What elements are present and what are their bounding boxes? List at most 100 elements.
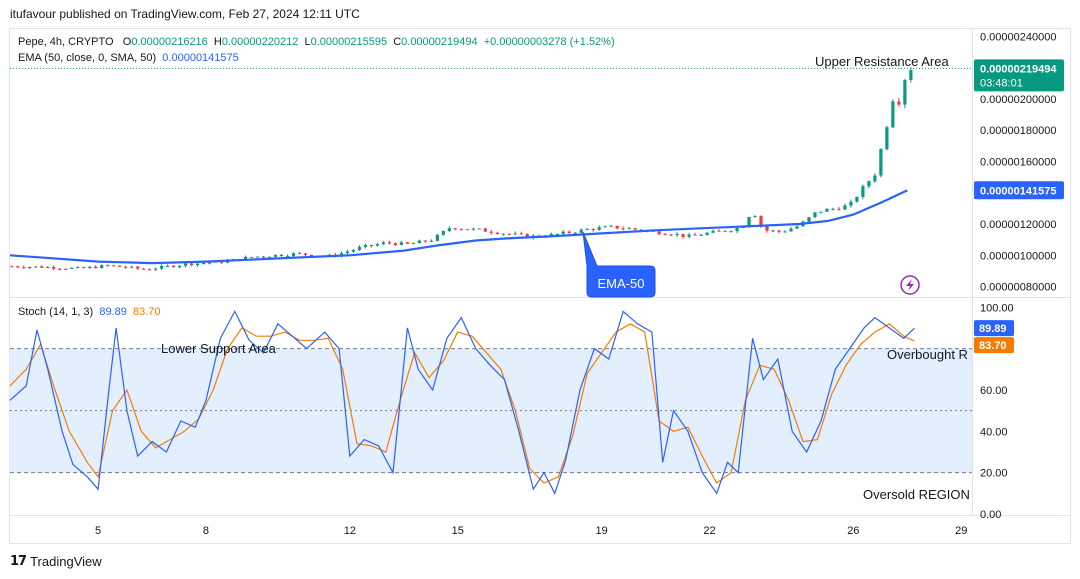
candle-body [136, 266, 140, 269]
candle-body [190, 263, 194, 266]
candle-body [423, 240, 427, 242]
candle-body [405, 242, 409, 244]
candle-body [387, 242, 392, 244]
candle-body [273, 254, 278, 257]
candle-body [831, 208, 835, 210]
symbol-label: Pepe, 4h, CRYPTO [18, 36, 114, 48]
chart-frame [9, 28, 1071, 544]
candle-body [849, 201, 853, 206]
candle-body [789, 228, 793, 232]
candle-body [513, 233, 517, 235]
candle-body [172, 265, 176, 268]
candle-body [753, 215, 757, 218]
ema-legend[interactable]: EMA (50, close, 0, SMA, 50) 0.0000014157… [18, 52, 239, 64]
candle-body [591, 228, 595, 230]
price-tick-label: 0.00000100000 [980, 250, 1056, 262]
lightning-icon [900, 275, 920, 295]
candle-body [196, 263, 200, 266]
time-tick-label: 8 [203, 525, 209, 537]
stoch-k-badge [974, 320, 1014, 337]
candle-body [393, 243, 397, 246]
candle-body [657, 231, 661, 235]
candle-body [747, 217, 751, 227]
price-tick-label: 0.00000200000 [980, 94, 1056, 106]
candle-body [207, 262, 212, 264]
brand-label[interactable]: TradingView [30, 553, 102, 569]
candle-body [897, 101, 901, 105]
candle-body [46, 267, 50, 269]
candle-body [351, 249, 356, 252]
last-price-label: 0.00000219494 [980, 63, 1057, 75]
price-tick-label: 0.00000120000 [980, 219, 1056, 231]
stoch-d-value: 83.70 [133, 306, 161, 318]
countdown-label: 03:48:01 [980, 77, 1023, 89]
candle-body [285, 255, 290, 257]
stoch-tick-label: 0.00 [980, 509, 1001, 521]
stoch-d-badge-label: 83.70 [979, 340, 1007, 352]
candle-body [909, 70, 913, 81]
candle-body [717, 230, 721, 232]
oversold-annotation: Oversold REGION [863, 487, 970, 502]
footer: 𝟭𝟳 TradingView [10, 553, 102, 569]
candle-body [118, 265, 122, 267]
publisher-header: itufavour published on TradingView.com, … [10, 7, 360, 21]
candle-body [399, 242, 403, 246]
stoch-legend[interactable]: Stoch (14, 1, 3) 89.89 83.70 [18, 306, 161, 318]
time-tick-label: 26 [847, 525, 859, 537]
candle-body [88, 266, 92, 269]
candle-body [705, 232, 709, 235]
ema-callout-shape [582, 231, 656, 298]
candle-body [777, 230, 781, 232]
candle-body [303, 253, 308, 255]
candle-body [873, 175, 877, 182]
candle-body [381, 242, 386, 245]
stoch-d-badge [974, 337, 1014, 354]
candle-body [495, 232, 499, 235]
candle-body [417, 240, 421, 244]
candle-body [201, 263, 206, 265]
candle-body [885, 127, 889, 150]
candle-body [100, 265, 104, 269]
ema-price-badge [974, 181, 1064, 200]
candle-body [609, 225, 613, 227]
candle-body [178, 265, 182, 268]
candle-body [759, 215, 763, 227]
candle-body [16, 266, 20, 268]
low-value: 0.00000215595 [310, 36, 388, 48]
stoch-d-line [9, 323, 915, 484]
high-value: 0.00000220212 [221, 36, 299, 48]
candle-body [765, 226, 769, 231]
candle-body [429, 240, 433, 242]
stoch-tick-label: 20.00 [980, 468, 1008, 480]
open-label: O [122, 36, 132, 48]
price-tick-label: 0.00000160000 [980, 156, 1056, 168]
stoch-k-badge-label: 89.89 [979, 323, 1007, 335]
main-legend[interactable]: Pepe, 4h, CRYPTO O0.00000216216 H0.00000… [18, 36, 615, 48]
candle-body [124, 266, 128, 268]
candle-body [555, 233, 559, 235]
ema-line [9, 189, 908, 265]
candle-body [52, 267, 56, 269]
candle-body [795, 226, 799, 229]
lightning-bolt-icon [906, 279, 914, 291]
candle-body [22, 267, 26, 269]
candle-body [345, 251, 350, 254]
candle-body [687, 234, 691, 237]
open-value: 0.00000216216 [131, 36, 208, 48]
tradingview-logo-icon: 𝟭𝟳 [10, 553, 27, 568]
candle-body [567, 231, 571, 233]
candle-body [633, 228, 637, 230]
candle-body [58, 268, 62, 270]
candle-body [369, 244, 374, 246]
ema-value: 0.00000141575 [162, 52, 239, 64]
candle-body [166, 265, 170, 267]
candle-body [867, 181, 871, 187]
candle-body [507, 233, 511, 235]
stoch-tick-label: 40.00 [980, 426, 1008, 438]
candle-body [82, 267, 86, 269]
candle-body [519, 233, 523, 235]
candle-body [447, 228, 451, 231]
candle-body [291, 253, 296, 256]
candle-body [34, 266, 38, 268]
